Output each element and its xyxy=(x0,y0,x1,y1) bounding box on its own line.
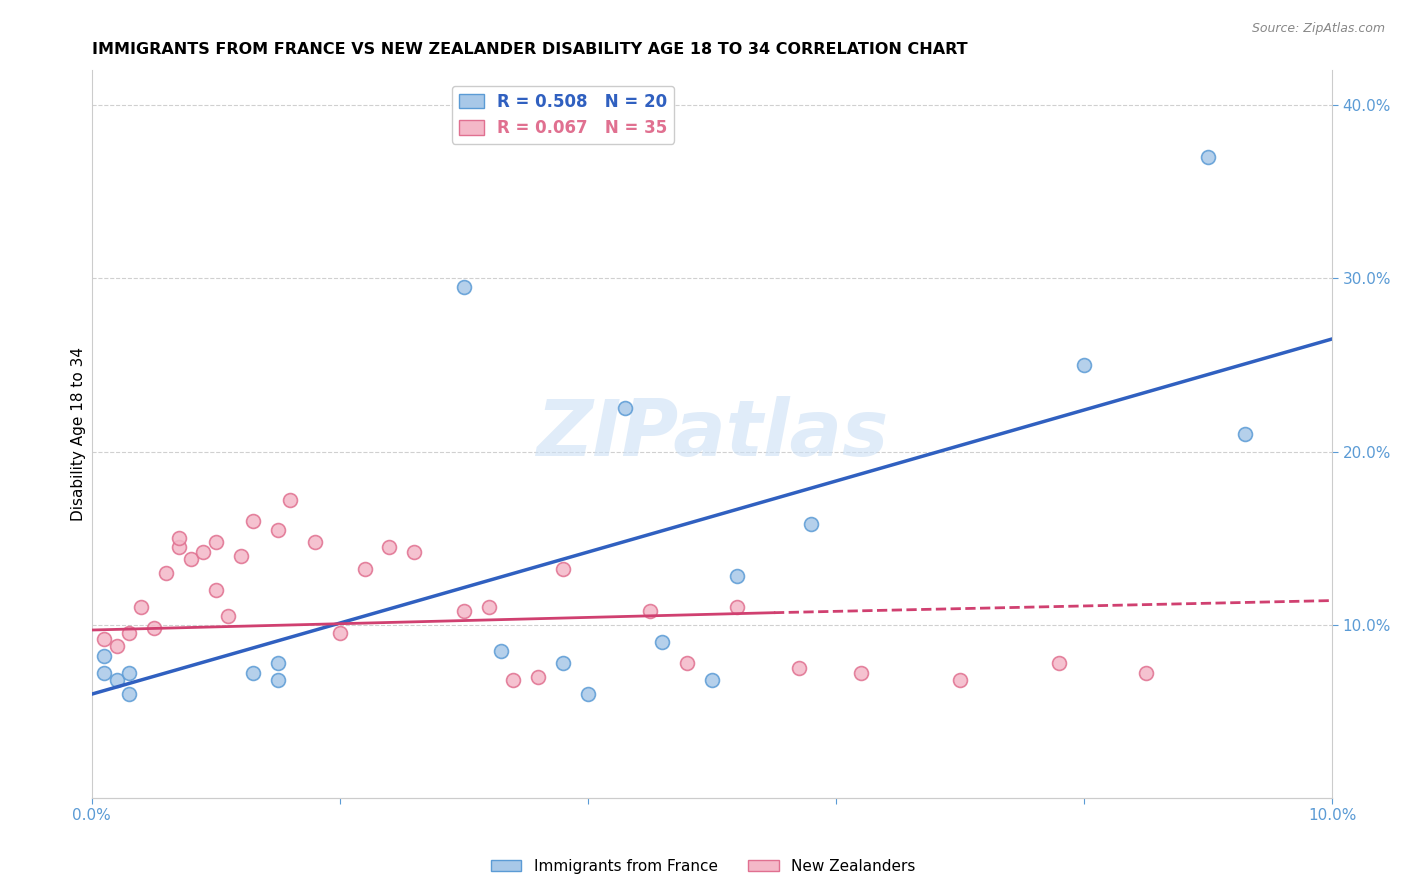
Point xyxy=(105,639,128,653)
Point xyxy=(118,666,141,681)
Point xyxy=(849,666,872,681)
Point xyxy=(614,401,637,416)
Point xyxy=(1047,656,1070,670)
Point xyxy=(353,562,375,576)
Point xyxy=(131,600,153,615)
Point xyxy=(787,661,810,675)
Point xyxy=(553,656,575,670)
Point xyxy=(553,562,575,576)
Point xyxy=(267,523,290,537)
Point xyxy=(1135,666,1157,681)
Point xyxy=(155,566,177,580)
Point xyxy=(267,673,290,688)
Point xyxy=(378,540,401,554)
Text: ZIPatlas: ZIPatlas xyxy=(536,396,889,472)
Point xyxy=(205,534,228,549)
Point xyxy=(453,280,475,294)
Point xyxy=(118,687,141,701)
Point xyxy=(502,673,524,688)
Text: IMMIGRANTS FROM FRANCE VS NEW ZEALANDER DISABILITY AGE 18 TO 34 CORRELATION CHAR: IMMIGRANTS FROM FRANCE VS NEW ZEALANDER … xyxy=(91,42,967,57)
Point xyxy=(93,666,115,681)
Point xyxy=(1234,427,1257,442)
Point xyxy=(1197,150,1219,164)
Point xyxy=(142,621,165,635)
Point xyxy=(93,632,115,646)
Legend: R = 0.508   N = 20, R = 0.067   N = 35: R = 0.508 N = 20, R = 0.067 N = 35 xyxy=(453,86,673,144)
Legend: Immigrants from France, New Zealanders: Immigrants from France, New Zealanders xyxy=(485,853,921,880)
Point xyxy=(167,531,190,545)
Point xyxy=(404,545,426,559)
Point xyxy=(1073,358,1095,372)
Point xyxy=(651,635,673,649)
Point xyxy=(167,540,190,554)
Point xyxy=(489,644,512,658)
Point xyxy=(949,673,972,688)
Point xyxy=(638,604,661,618)
Point xyxy=(118,626,141,640)
Point xyxy=(180,552,202,566)
Point xyxy=(105,673,128,688)
Point xyxy=(217,609,239,624)
Y-axis label: Disability Age 18 to 34: Disability Age 18 to 34 xyxy=(72,347,86,521)
Point xyxy=(700,673,723,688)
Point xyxy=(478,600,501,615)
Point xyxy=(453,604,475,618)
Point xyxy=(725,600,748,615)
Point xyxy=(93,648,115,663)
Point xyxy=(329,626,352,640)
Point xyxy=(576,687,599,701)
Point xyxy=(229,549,252,563)
Point xyxy=(304,534,326,549)
Point xyxy=(242,514,264,528)
Point xyxy=(725,569,748,583)
Point xyxy=(676,656,699,670)
Point xyxy=(242,666,264,681)
Point xyxy=(193,545,215,559)
Text: Source: ZipAtlas.com: Source: ZipAtlas.com xyxy=(1251,22,1385,36)
Point xyxy=(527,670,550,684)
Point xyxy=(205,583,228,598)
Point xyxy=(267,656,290,670)
Point xyxy=(800,517,823,532)
Point xyxy=(278,493,301,508)
